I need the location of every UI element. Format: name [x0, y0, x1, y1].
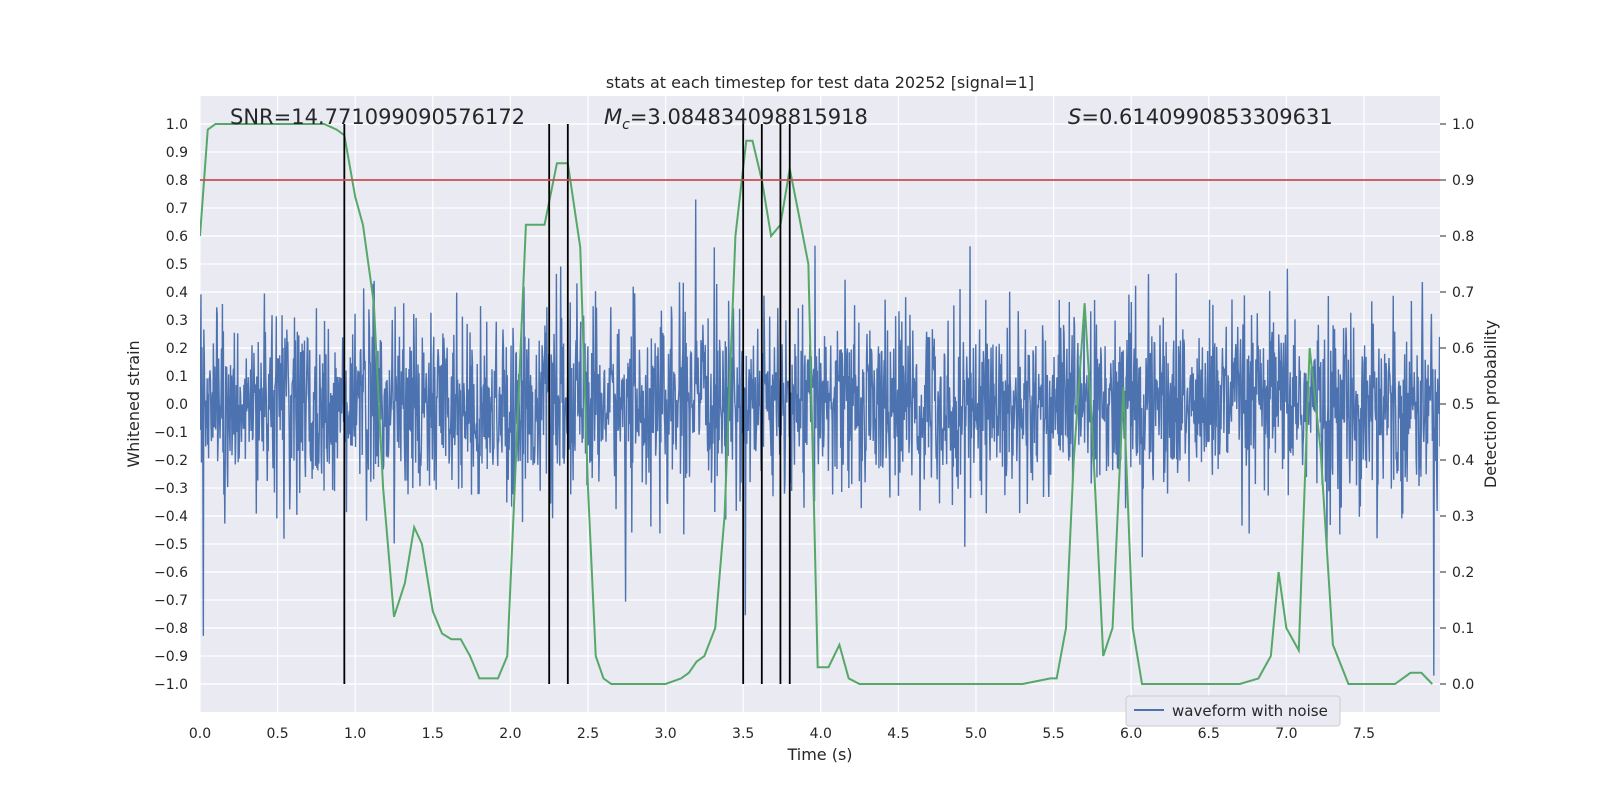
- y-tick-label: −0.1: [154, 425, 188, 441]
- y-tick-label: −0.3: [154, 481, 188, 497]
- waveform-with-noise-series: [200, 199, 1440, 676]
- y-tick-label: −1.0: [154, 677, 188, 693]
- y-tick-label: −0.8: [154, 621, 188, 637]
- s-symbol: S: [1068, 105, 1081, 129]
- x-tick-label: 3.0: [654, 726, 676, 742]
- x-tick-label: 4.0: [810, 726, 832, 742]
- x-tick-label: 2.0: [499, 726, 521, 742]
- s-annotation: S=0.6140990853309631: [1068, 105, 1333, 129]
- y-tick-label: −0.4: [154, 509, 188, 525]
- x-tick-label: 0.0: [189, 726, 211, 742]
- y-tick-label: 0.1: [166, 369, 188, 385]
- y-tick-label-right: 0.7: [1452, 285, 1474, 301]
- legend-box: [1125, 695, 1341, 727]
- x-axis-ticks: 0.0 0.5 1.0 1.5 2.0 2.5 3.0 3.5 4.0 4.5 5.0 5.5 6.0 6…: [189, 726, 1375, 742]
- mc-symbol: M: [604, 105, 622, 129]
- y-tick-label: −0.5: [154, 537, 188, 553]
- y-tick-label: −0.2: [154, 453, 188, 469]
- x-tick-label: 1.5: [422, 726, 444, 742]
- detection-markers: [343, 124, 791, 684]
- annotations: SNR=14.771099090576172 Mc=3.084834098815…: [230, 105, 1333, 133]
- y-tick-label-right: 0.2: [1452, 565, 1474, 581]
- x-tick-label: 3.5: [732, 726, 754, 742]
- x-tick-label: 7.0: [1275, 726, 1297, 742]
- y-tick-label-right: 0.6: [1452, 341, 1474, 357]
- y-tick-label: 0.3: [166, 313, 188, 329]
- y-tick-label-right: 0.9: [1452, 173, 1474, 189]
- y-tick-label: 0.9: [166, 145, 188, 161]
- waveform-line: [200, 199, 1440, 676]
- y-tick-label: −0.6: [154, 565, 188, 581]
- y-tick-label: 0.4: [166, 285, 188, 301]
- y-tick-label-right: 0.3: [1452, 509, 1474, 525]
- mc-value: =3.084834098815918: [630, 105, 868, 129]
- mc-annotation: Mc=3.084834098815918: [604, 105, 868, 133]
- x-tick-label: 5.5: [1042, 726, 1064, 742]
- chart-title: stats at each timestep for test data 202…: [606, 73, 1034, 92]
- x-tick-label: 5.0: [965, 726, 987, 742]
- x-tick-label: 4.5: [887, 726, 909, 742]
- s-value: =0.6140990853309631: [1081, 105, 1332, 129]
- x-tick-label: 6.5: [1198, 726, 1220, 742]
- y-tick-label-right: 0.0: [1452, 677, 1474, 693]
- y-axis-label-left: Whitened strain: [124, 340, 143, 467]
- y-axis-ticks-left: 1.0 0.9 0.8 0.7 0.6 0.5 0.4 0.3 0.2 0.1 0.0 −0.1 −0.…: [154, 117, 188, 693]
- y-axis-ticks-right: 1.0 0.9 0.8 0.7 0.6 0.5 0.4 0.3 0.2 0.1 0.0: [1440, 117, 1474, 693]
- y-tick-label-right: 0.8: [1452, 229, 1474, 245]
- y-tick-label: 0.0: [166, 397, 188, 413]
- x-tick-label: 2.5: [577, 726, 599, 742]
- y-tick-label: 0.5: [166, 257, 188, 273]
- legend: waveform with noise: [1125, 695, 1341, 727]
- y-tick-label-right: 0.5: [1452, 397, 1474, 413]
- x-tick-label: 0.5: [266, 726, 288, 742]
- y-axis-label-right: Detection probability: [1481, 320, 1500, 488]
- x-tick-label: 7.5: [1353, 726, 1375, 742]
- snr-annotation: SNR=14.771099090576172: [230, 105, 525, 129]
- x-tick-label: 6.0: [1120, 726, 1142, 742]
- y-tick-label-right: 0.1: [1452, 621, 1474, 637]
- detection-probability-line: [200, 123, 1433, 685]
- y-tick-label: −0.7: [154, 593, 188, 609]
- legend-label-waveform: waveform with noise: [1172, 702, 1328, 720]
- mc-subscript: c: [622, 117, 630, 133]
- y-tick-label: 0.2: [166, 341, 188, 357]
- x-axis-label: Time (s): [786, 745, 852, 764]
- y-tick-label-right: 0.4: [1452, 453, 1474, 469]
- y-tick-label: 0.8: [166, 173, 188, 189]
- detection-probability-series: [200, 123, 1433, 685]
- y-tick-label: 0.6: [166, 229, 188, 245]
- y-tick-label: 1.0: [166, 117, 188, 133]
- y-tick-label: 0.7: [166, 201, 188, 217]
- x-tick-label: 1.0: [344, 726, 366, 742]
- y-tick-label: −0.9: [154, 649, 188, 665]
- y-tick-label-right: 1.0: [1452, 117, 1474, 133]
